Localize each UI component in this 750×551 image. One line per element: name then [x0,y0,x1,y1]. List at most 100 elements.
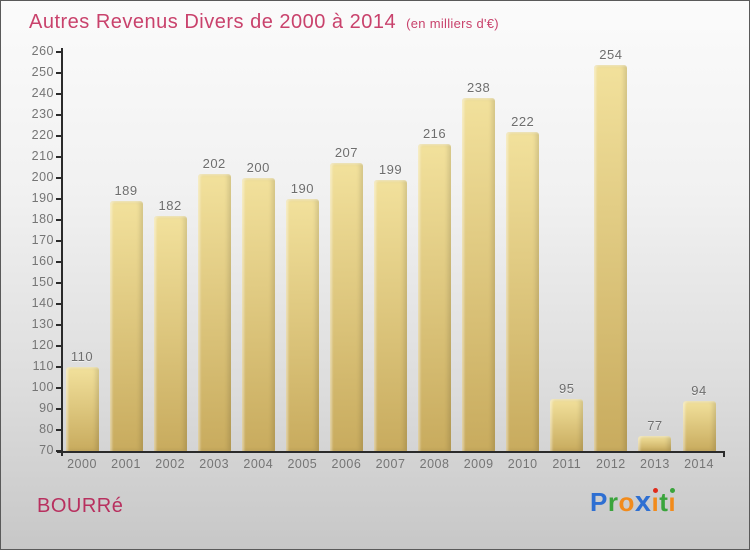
y-tick-label-220: 220 [31,128,54,142]
y-tick-label-200: 200 [31,170,54,184]
bar-2011 [550,398,584,451]
x-tick-label-2010: 2010 [507,457,538,471]
x-tick-label-2008: 2008 [419,457,450,471]
bar-2007 [374,180,407,451]
x-tick-label-2005: 2005 [287,457,318,471]
x-tick-label-2003: 2003 [199,457,230,471]
y-tick-80 [56,429,62,431]
chart-header: Autres Revenus Divers de 2000 à 2014 (en… [29,11,499,34]
logo-letter-1-r: r [607,487,619,517]
bar-2001 [109,201,143,451]
y-tick-130 [56,324,62,326]
y-tick-220 [56,135,62,137]
bar-value-2014: 94 [691,382,707,398]
x-tick-label-2000: 2000 [67,457,97,471]
x-tick-label-2012: 2012 [595,457,626,471]
bar-2009 [462,98,496,451]
logo-letter-0-P: P [590,487,608,517]
y-tick-180 [56,219,62,221]
x-tick-label-2002: 2002 [155,457,186,471]
logo-letter-dot [669,488,675,493]
bar-2013 [638,436,672,451]
x-tick-label-2001: 2001 [111,457,141,471]
y-tick-label-150: 150 [31,275,54,289]
y-tick-label-250: 250 [31,65,54,79]
y-tick-label-230: 230 [31,107,54,121]
logo-letter-5-t: t [659,487,669,517]
y-tick-110 [56,366,62,368]
y-tick-label-240: 240 [31,86,54,100]
y-tick-160 [56,261,62,263]
x-tick-label-2013: 2013 [640,457,670,471]
x-tick-label-2009: 2009 [463,457,494,471]
x-tick-label-2011: 2011 [552,457,582,471]
chart-title: Autres Revenus Divers de 2000 à 2014 [29,11,397,33]
x-tick-label-2007: 2007 [375,457,406,471]
y-tick-90 [56,408,62,410]
y-tick-label-110: 110 [32,359,54,373]
bar-value-2008: 216 [422,126,447,142]
bar-value-2007: 199 [378,162,403,178]
bar-2010 [506,131,540,451]
bar-2004 [241,178,275,451]
y-tick-label-190: 190 [31,191,54,205]
bar-2012 [594,64,628,451]
bar-value-2001: 189 [114,183,138,199]
bar-value-2013: 77 [647,418,663,434]
proxiti-logo: Proxı tı [590,486,676,519]
bar-2008 [418,144,452,451]
bar-value-2009: 238 [467,80,491,96]
y-tick-label-210: 210 [31,149,54,163]
bar-value-2004: 200 [246,160,270,175]
bar-2002 [153,215,187,451]
y-tick-170 [56,240,62,242]
bar-2006 [329,163,363,451]
logo-letter-6-i: ı [668,487,677,517]
y-tick-260 [56,51,62,53]
y-tick-240 [56,93,62,95]
y-tick-230 [56,114,62,116]
y-tick-label-100: 100 [31,380,54,394]
y-tick-label-160: 160 [31,254,54,268]
bar-value-2002: 182 [158,197,182,213]
y-tick-100 [56,387,62,389]
bar-value-2000: 110 [70,349,94,364]
bar-value-2011: 95 [559,380,575,396]
y-tick-250 [56,72,62,74]
y-axis-line [61,48,63,456]
y-tick-label-260: 260 [31,44,54,58]
logo-letter-dot [652,488,658,493]
x-tick-label-2004: 2004 [243,457,274,471]
y-tick-210 [56,156,62,158]
y-tick-label-120: 120 [31,338,54,352]
bar-value-2012: 254 [599,46,623,62]
y-tick-150 [56,282,62,284]
bar-2000 [65,367,99,451]
y-tick-label-140: 140 [31,296,54,310]
y-tick-190 [56,198,62,200]
y-tick-label-180: 180 [31,212,54,226]
brand-label: BOURRé [37,495,124,517]
y-tick-label-130: 130 [31,317,54,331]
logo-letter-3-x: x [634,486,652,518]
bar-value-2010: 222 [511,113,535,129]
bar-value-2006: 207 [334,145,359,161]
y-tick-label-170: 170 [31,233,54,247]
x-axis-line [57,451,725,453]
chart-subtitle: (en milliers d'€) [406,16,499,31]
bar-value-2003: 202 [202,155,226,171]
y-tick-70 [56,450,62,452]
x-tick-label-2006: 2006 [331,457,362,471]
bar-value-2005: 190 [290,181,314,196]
logo-letter-4-i: ı [651,487,660,517]
bar-2005 [285,199,319,451]
bar-2003 [197,173,231,451]
y-tick-label-90: 90 [39,401,54,415]
y-tick-200 [56,177,62,179]
x-axis-end-tick [723,451,725,457]
y-tick-120 [56,345,62,347]
y-tick-label-70: 70 [39,443,54,457]
bar-2014 [682,400,716,451]
